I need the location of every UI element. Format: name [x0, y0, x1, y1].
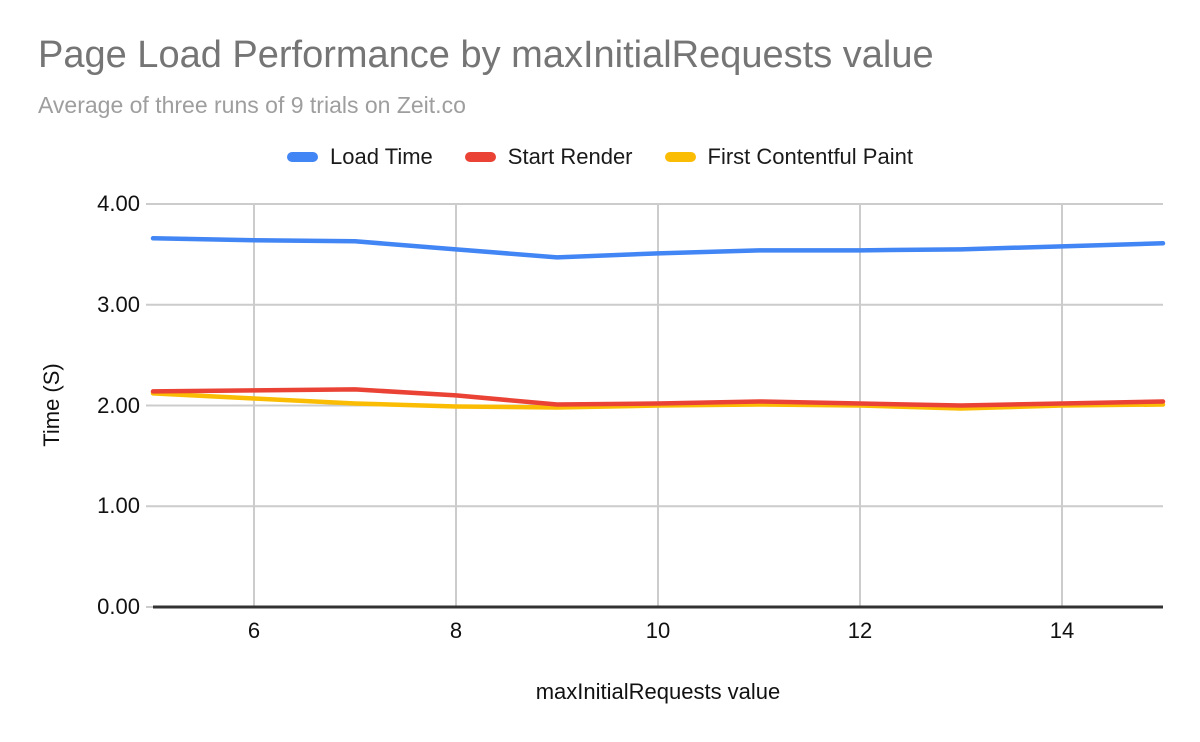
chart-subtitle: Average of three runs of 9 trials on Zei…	[38, 92, 466, 118]
legend-label-start-render: Start Render	[507, 144, 633, 169]
chart-title: Page Load Performance by maxInitialReque…	[38, 34, 934, 76]
y-tick-label: 1.00	[97, 493, 140, 519]
first-contentful-paint-swatch-icon	[664, 152, 696, 162]
x-tick-label: 14	[1049, 618, 1075, 643]
legend-item-start-render: Start Render	[464, 144, 633, 170]
legend-item-first-contentful-paint: First Contentful Paint	[664, 144, 913, 170]
x-axis-title: maxInitialRequests value	[535, 679, 781, 704]
series-line-load-time	[150, 236, 1166, 260]
x-tick-label: 10	[645, 618, 671, 643]
legend-label-first-contentful-paint: First Contentful Paint	[707, 144, 913, 169]
legend-label-load-time: Load Time	[330, 144, 433, 169]
y-tick-label: 4.00	[97, 191, 140, 216]
start-render-swatch-icon	[464, 152, 496, 162]
x-tick-label: 12	[847, 618, 873, 643]
y-tick-label: 3.00	[97, 291, 140, 317]
y-axis-title: Time (S)	[39, 363, 64, 447]
series-line-start-render	[150, 387, 1166, 408]
y-tick-label: 2.00	[97, 392, 140, 418]
y-tick-label: 0.00	[97, 594, 140, 619]
load-time-swatch-icon	[287, 152, 319, 162]
x-tick-label: 8	[449, 618, 463, 643]
legend-item-load-time: Load Time	[287, 144, 433, 170]
x-tick-label: 6	[247, 618, 261, 643]
legend: Load Time Start Render First Contentful …	[0, 144, 1200, 170]
